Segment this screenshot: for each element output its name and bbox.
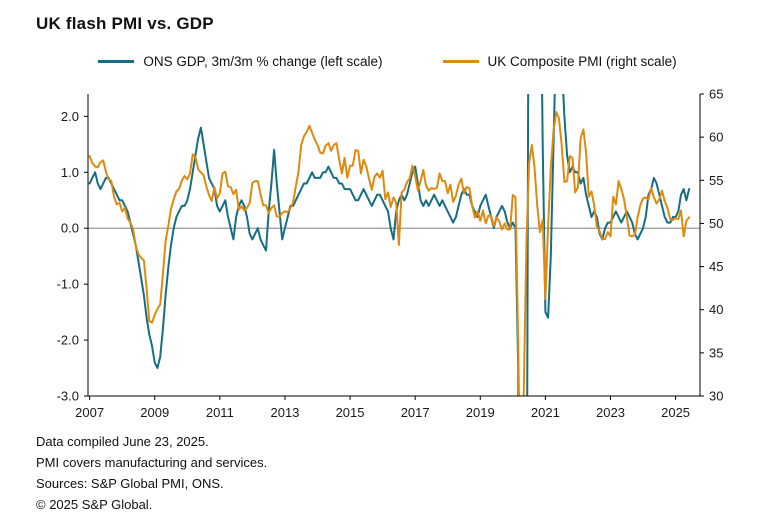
svg-text:2013: 2013 xyxy=(270,405,299,420)
svg-text:2011: 2011 xyxy=(206,405,234,420)
footer-notes: Data compiled June 23, 2025. PMI covers … xyxy=(36,431,267,515)
svg-text:2019: 2019 xyxy=(466,405,495,420)
svg-text:-1.0: -1.0 xyxy=(57,277,79,292)
legend-label-gdp: ONS GDP, 3m/3m % change (left scale) xyxy=(143,54,383,69)
legend-item-gdp: ONS GDP, 3m/3m % change (left scale) xyxy=(98,54,383,69)
gdp-line-swatch xyxy=(98,60,135,63)
svg-text:45: 45 xyxy=(709,259,723,274)
svg-text:2007: 2007 xyxy=(75,405,104,420)
footer-line-compiled: Data compiled June 23, 2025. xyxy=(36,434,209,449)
svg-text:50: 50 xyxy=(709,216,723,231)
svg-text:-2.0: -2.0 xyxy=(57,333,79,348)
svg-text:2017: 2017 xyxy=(401,405,430,420)
legend-item-pmi: UK Composite PMI (right scale) xyxy=(442,54,677,69)
svg-text:1.0: 1.0 xyxy=(61,165,79,180)
legend-label-pmi: UK Composite PMI (right scale) xyxy=(487,54,677,69)
line-chart: 2.0 1.0 0.0 -1.0 -2.0 -3.0 65 60 55 50 45 40 35 30 200… xyxy=(57,87,724,421)
svg-text:0.0: 0.0 xyxy=(61,221,79,236)
svg-text:2021: 2021 xyxy=(531,405,560,420)
svg-text:60: 60 xyxy=(709,130,723,145)
svg-text:2023: 2023 xyxy=(596,405,625,420)
footer-line-copyright: © 2025 S&P Global. xyxy=(36,497,153,512)
svg-text:2015: 2015 xyxy=(336,405,365,420)
svg-text:35: 35 xyxy=(709,345,723,360)
svg-text:-3.0: -3.0 xyxy=(57,389,79,404)
svg-text:2.0: 2.0 xyxy=(61,109,79,124)
svg-text:30: 30 xyxy=(709,389,723,404)
svg-text:55: 55 xyxy=(709,173,723,188)
svg-text:40: 40 xyxy=(709,302,723,317)
footer-line-sources: Sources: S&P Global PMI, ONS. xyxy=(36,476,224,491)
page-title: UK flash PMI vs. GDP xyxy=(36,14,214,33)
svg-text:65: 65 xyxy=(709,87,723,102)
svg-text:2025: 2025 xyxy=(661,405,690,420)
legend: ONS GDP, 3m/3m % change (left scale) UK … xyxy=(0,54,775,69)
pmi-line-swatch xyxy=(442,60,479,63)
footer-line-coverage: PMI covers manufacturing and services. xyxy=(36,455,268,470)
svg-text:2009: 2009 xyxy=(140,405,169,420)
